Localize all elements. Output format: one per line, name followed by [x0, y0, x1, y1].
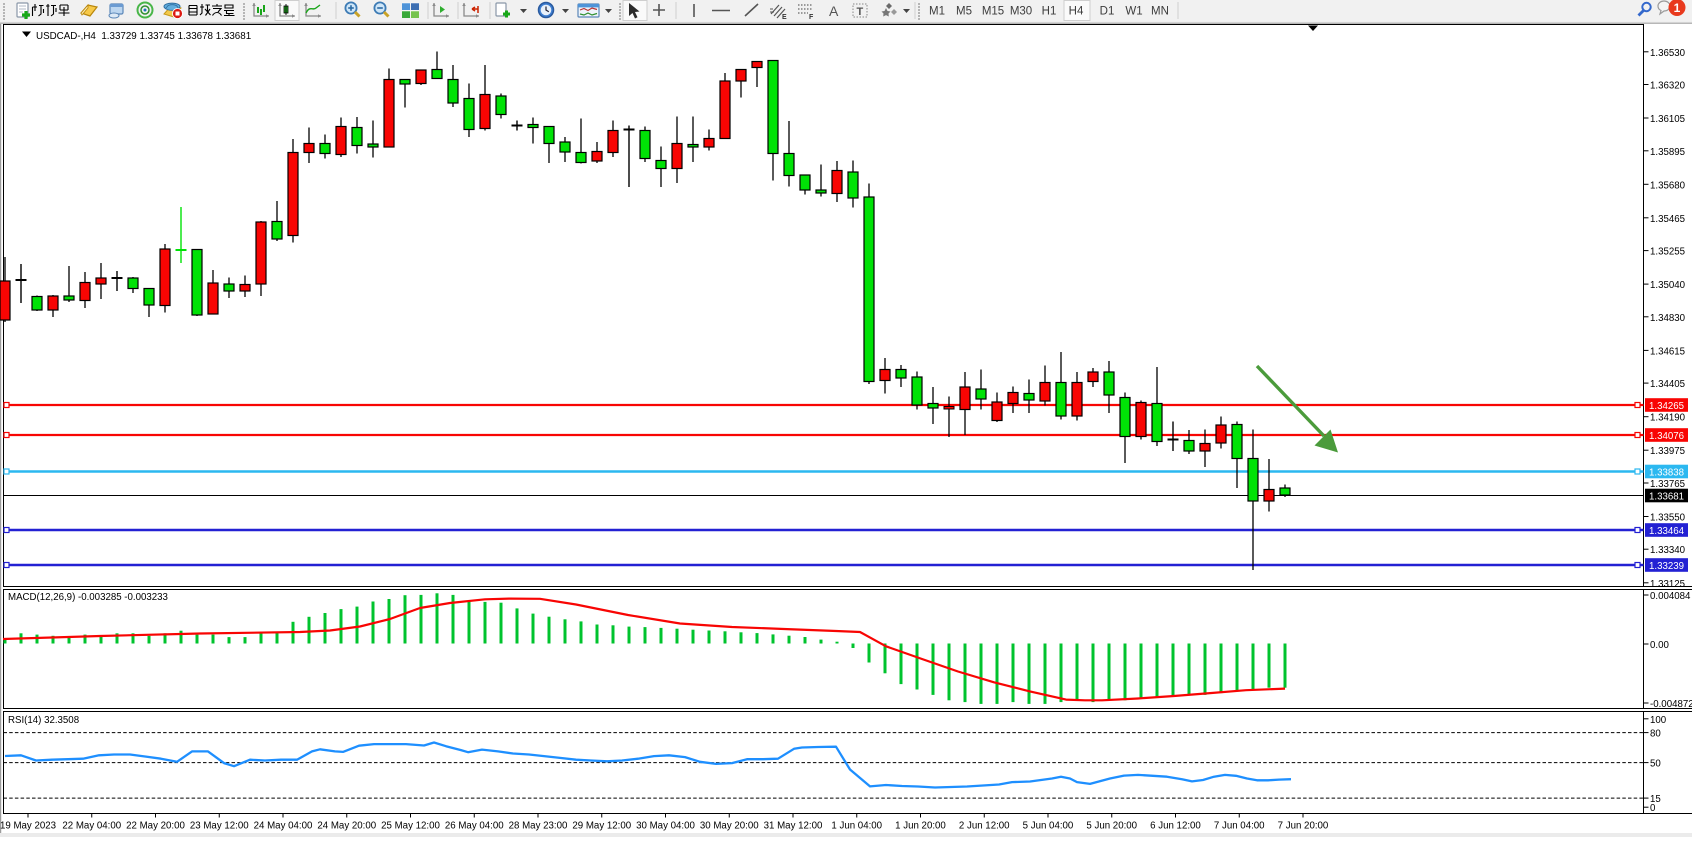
svg-text:F: F: [809, 14, 814, 21]
svg-text:1.36530: 1.36530: [1650, 48, 1686, 59]
svg-text:31 May 12:00: 31 May 12:00: [764, 821, 823, 832]
svg-text:6 Jun 12:00: 6 Jun 12:00: [1150, 821, 1201, 832]
svg-text:50: 50: [1650, 759, 1661, 770]
svg-text:MN: MN: [1151, 6, 1169, 18]
svg-text:1: 1: [1674, 1, 1681, 15]
svg-text:1.35895: 1.35895: [1650, 147, 1685, 158]
svg-text:E: E: [782, 14, 787, 21]
svg-text:15: 15: [1650, 794, 1661, 805]
svg-text:RSI(14) 32.3508: RSI(14) 32.3508: [8, 715, 79, 726]
svg-text:2 Jun 12:00: 2 Jun 12:00: [959, 821, 1010, 832]
svg-text:USDCAD-,H4 1.33729 1.33745 1.: USDCAD-,H4 1.33729 1.33745 1.33678 1.336…: [36, 31, 251, 42]
svg-text:30 May 04:00: 30 May 04:00: [636, 821, 695, 832]
svg-text:22 May 20:00: 22 May 20:00: [126, 821, 185, 832]
svg-text:-0.004872: -0.004872: [1650, 699, 1692, 710]
svg-text:29 May 12:00: 29 May 12:00: [572, 821, 631, 832]
svg-text:1.33550: 1.33550: [1650, 513, 1686, 524]
svg-text:26 May 04:00: 26 May 04:00: [445, 821, 504, 832]
svg-text:5 Jun 04:00: 5 Jun 04:00: [1023, 821, 1074, 832]
svg-text:1.33125: 1.33125: [1650, 579, 1685, 590]
svg-text:30 May 20:00: 30 May 20:00: [700, 821, 759, 832]
svg-text:1.35680: 1.35680: [1650, 180, 1686, 191]
svg-text:24 May 20:00: 24 May 20:00: [317, 821, 376, 832]
svg-text:1.33765: 1.33765: [1650, 479, 1685, 490]
svg-text:MACD(12,26,9) -0.003285 -0.003: MACD(12,26,9) -0.003285 -0.003233: [8, 592, 168, 603]
svg-text:1.33838: 1.33838: [1649, 468, 1684, 479]
svg-text:1.33340: 1.33340: [1650, 545, 1686, 556]
svg-text:M5: M5: [956, 6, 972, 18]
svg-text:0: 0: [1650, 803, 1656, 814]
svg-text:24 May 04:00: 24 May 04:00: [254, 821, 313, 832]
svg-text:80: 80: [1650, 729, 1661, 740]
svg-text:1.33975: 1.33975: [1650, 446, 1685, 457]
svg-text:19 May 2023: 19 May 2023: [0, 821, 56, 832]
svg-text:A: A: [829, 3, 839, 19]
svg-text:H4: H4: [1069, 6, 1084, 18]
svg-text:0.00: 0.00: [1650, 640, 1669, 651]
svg-text:M30: M30: [1010, 6, 1032, 18]
svg-text:M15: M15: [982, 6, 1004, 18]
svg-text:22 May 04:00: 22 May 04:00: [62, 821, 121, 832]
svg-text:M1: M1: [929, 6, 945, 18]
svg-text:23 May 12:00: 23 May 12:00: [190, 821, 249, 832]
svg-text:1 Jun 20:00: 1 Jun 20:00: [895, 821, 946, 832]
svg-text:1.33239: 1.33239: [1649, 561, 1684, 572]
svg-text:25 May 12:00: 25 May 12:00: [381, 821, 440, 832]
svg-text:7 Jun 20:00: 7 Jun 20:00: [1278, 821, 1329, 832]
svg-text:7 Jun 04:00: 7 Jun 04:00: [1214, 821, 1265, 832]
svg-text:1 Jun 04:00: 1 Jun 04:00: [831, 821, 882, 832]
svg-text:28 May 23:00: 28 May 23:00: [509, 821, 568, 832]
svg-text:1.34830: 1.34830: [1650, 313, 1686, 324]
svg-text:H1: H1: [1042, 6, 1057, 18]
svg-text:5 Jun 20:00: 5 Jun 20:00: [1086, 821, 1137, 832]
svg-text:D1: D1: [1100, 6, 1115, 18]
svg-text:100: 100: [1650, 715, 1667, 726]
svg-text:0.004084: 0.004084: [1650, 591, 1691, 602]
svg-text:1.34265: 1.34265: [1649, 401, 1684, 412]
svg-text:1.36105: 1.36105: [1650, 114, 1685, 125]
svg-text:1.35040: 1.35040: [1650, 280, 1686, 291]
svg-text:1.34615: 1.34615: [1650, 346, 1685, 357]
svg-text:T: T: [857, 6, 864, 18]
svg-text:1.33464: 1.33464: [1649, 526, 1685, 537]
svg-text:1.34190: 1.34190: [1650, 413, 1686, 424]
svg-text:1.34076: 1.34076: [1649, 431, 1684, 442]
svg-text:1.34405: 1.34405: [1650, 379, 1685, 390]
svg-text:1.35465: 1.35465: [1650, 214, 1685, 225]
svg-text:W1: W1: [1125, 6, 1142, 18]
svg-text:1.36320: 1.36320: [1650, 81, 1686, 92]
svg-text:1.33681: 1.33681: [1649, 492, 1684, 503]
svg-text:1.35255: 1.35255: [1650, 247, 1685, 258]
